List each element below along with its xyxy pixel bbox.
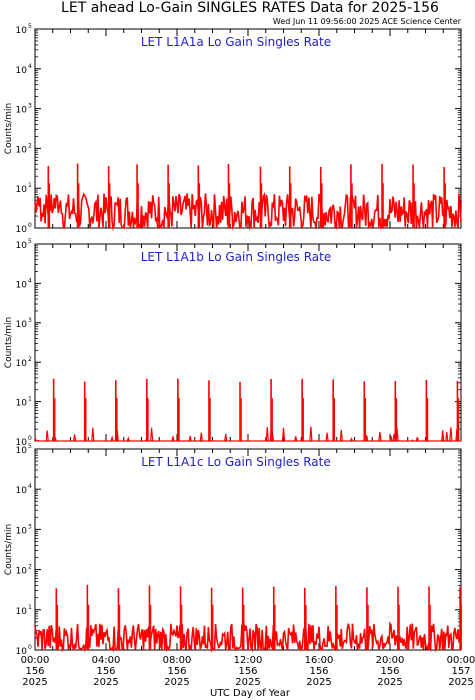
y-tick-label: 10 bbox=[16, 241, 28, 251]
y-tick-label: 10 bbox=[16, 607, 28, 617]
y-tick-label: 10 bbox=[16, 145, 28, 155]
y-tick-label: 10 bbox=[16, 446, 28, 456]
series-baseline bbox=[34, 191, 462, 231]
y-tick-label: 10 bbox=[16, 647, 28, 657]
panel-3: LET L1A1c Lo Gain Singles Rate Counts/min… bbox=[4, 443, 462, 657]
panel-1: LET L1A1a Lo Gain Singles Rate Counts/min… bbox=[4, 23, 462, 235]
y-tick-exponent: 5 bbox=[28, 443, 32, 450]
y-tick-label: 10 bbox=[16, 280, 28, 290]
x-tick-time: 00:00 bbox=[447, 655, 475, 666]
x-tick-year: 2025 bbox=[306, 677, 331, 688]
series-line bbox=[34, 378, 461, 442]
x-tick-time: 12:00 bbox=[234, 655, 263, 666]
y-tick-exponent: 5 bbox=[28, 23, 32, 30]
y-tick-exponent: 4 bbox=[28, 63, 32, 70]
y-tick-exponent: 3 bbox=[28, 317, 32, 324]
panel-title: LET L1A1a Lo Gain Singles Rate bbox=[141, 35, 331, 49]
y-tick-label: 10 bbox=[16, 486, 28, 496]
x-tick-doy: 156 bbox=[96, 666, 115, 677]
y-tick-exponent: 0 bbox=[28, 222, 32, 229]
y-axis-label: Counts/min bbox=[4, 317, 14, 368]
x-tick-year: 2025 bbox=[377, 677, 402, 688]
plot-frame bbox=[34, 28, 462, 229]
x-tick-time: 00:00 bbox=[21, 655, 50, 666]
y-tick-exponent: 2 bbox=[28, 142, 32, 149]
x-tick-doy: 156 bbox=[380, 666, 399, 677]
y-tick-label: 10 bbox=[16, 567, 28, 577]
x-tick-doy: 156 bbox=[309, 666, 328, 677]
y-tick-label: 10 bbox=[16, 185, 28, 195]
timestamp: Wed Jun 11 09:56:00 2025 ACE Science Cen… bbox=[273, 17, 462, 26]
x-tick-time: 04:00 bbox=[92, 655, 121, 666]
y-tick-label: 10 bbox=[16, 359, 28, 369]
panel-title: LET L1A1b Lo Gain Singles Rate bbox=[141, 250, 332, 264]
x-tick-time: 16:00 bbox=[305, 655, 334, 666]
y-tick-label: 10 bbox=[16, 438, 28, 448]
y-tick-exponent: 1 bbox=[28, 604, 32, 611]
panel-title: LET L1A1c Lo Gain Singles Rate bbox=[141, 455, 331, 469]
y-axis-label: Counts/min bbox=[4, 524, 14, 575]
panels: LET L1A1a Lo Gain Singles Rate Counts/min… bbox=[4, 23, 462, 657]
y-tick-exponent: 2 bbox=[28, 356, 32, 363]
panel-2: LET L1A1b Lo Gain Singles Rate Counts/min… bbox=[4, 238, 462, 448]
x-tick-year: 2025 bbox=[235, 677, 260, 688]
x-tick-doy: 156 bbox=[25, 666, 44, 677]
x-tick-doy: 156 bbox=[238, 666, 257, 677]
figure-title: LET ahead Lo-Gain SINGLES RATES Data for… bbox=[61, 0, 439, 16]
plot-frame bbox=[34, 448, 462, 651]
series-baseline bbox=[34, 621, 462, 653]
y-tick-exponent: 3 bbox=[28, 523, 32, 530]
y-tick-label: 10 bbox=[16, 526, 28, 536]
x-axis-label: UTC Day of Year bbox=[210, 688, 291, 699]
y-tick-label: 10 bbox=[16, 320, 28, 330]
x-axis: 00:00156202504:00156202508:00156202512:0… bbox=[21, 655, 475, 688]
series-line bbox=[34, 163, 462, 231]
x-tick-time: 08:00 bbox=[163, 655, 192, 666]
y-tick-exponent: 4 bbox=[28, 483, 32, 490]
y-axis-label: Counts/min bbox=[4, 103, 14, 154]
y-tick-exponent: 5 bbox=[28, 238, 32, 245]
series-baseline bbox=[34, 426, 461, 442]
x-tick-year: 2025 bbox=[93, 677, 118, 688]
x-tick-doy: 156 bbox=[167, 666, 186, 677]
y-tick-label: 10 bbox=[16, 26, 28, 36]
x-tick-year: 2025 bbox=[448, 677, 473, 688]
y-tick-exponent: 0 bbox=[28, 644, 32, 651]
y-tick-exponent: 0 bbox=[28, 435, 32, 442]
y-tick-exponent: 4 bbox=[28, 277, 32, 284]
x-tick-doy: 157 bbox=[451, 666, 470, 677]
x-tick-year: 2025 bbox=[164, 677, 189, 688]
y-tick-exponent: 3 bbox=[28, 103, 32, 110]
x-tick-time: 20:00 bbox=[376, 655, 405, 666]
y-tick-exponent: 1 bbox=[28, 396, 32, 403]
y-tick-exponent: 1 bbox=[28, 182, 32, 189]
y-tick-label: 10 bbox=[16, 66, 28, 76]
series-line bbox=[34, 584, 462, 653]
y-tick-label: 10 bbox=[16, 106, 28, 116]
x-tick-year: 2025 bbox=[22, 677, 47, 688]
y-tick-label: 10 bbox=[16, 399, 28, 409]
y-tick-label: 10 bbox=[16, 225, 28, 235]
y-tick-exponent: 2 bbox=[28, 564, 32, 571]
